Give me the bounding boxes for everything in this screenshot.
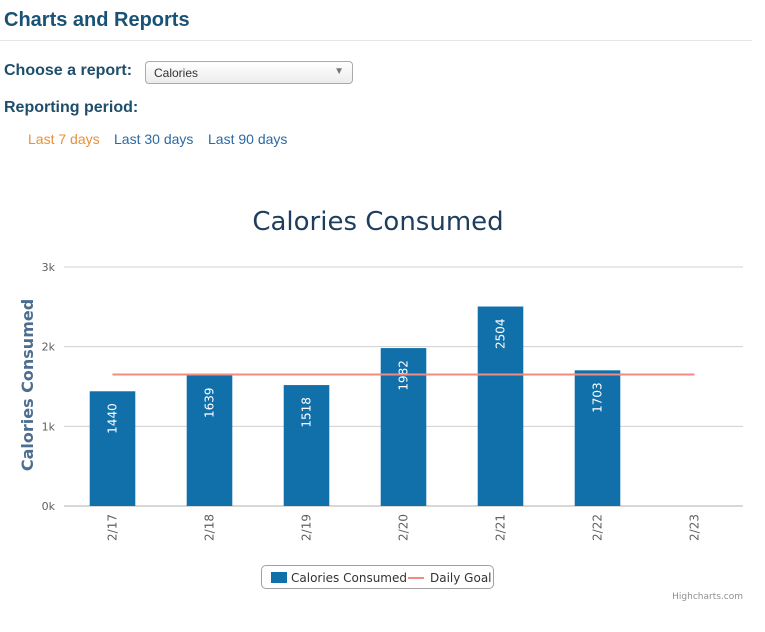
x-tick-label: 2/22 [591, 514, 605, 541]
bar-2-19[interactable] [283, 385, 330, 506]
report-select[interactable]: Calories ▼ [145, 61, 353, 84]
y-tick-label: 0k [42, 500, 56, 513]
y-tick-label: 1k [42, 420, 56, 433]
legend-item-calories[interactable]: Calories Consumed [291, 571, 407, 585]
bar-value-label: 1639 [203, 387, 217, 418]
report-select-value: Calories [154, 66, 199, 80]
y-axis-label: Calories Consumed [18, 299, 37, 471]
x-tick-label: 2/17 [106, 514, 120, 541]
credits-link[interactable]: Highcharts.com [672, 592, 743, 602]
page-title: Charts and Reports [4, 9, 190, 31]
period-link-7-days[interactable]: Last 7 days [28, 131, 100, 147]
chart-title: Calories Consumed [252, 207, 503, 237]
bar-value-label: 1703 [591, 382, 605, 413]
bar-value-label: 1518 [300, 397, 314, 428]
x-tick-label: 2/23 [688, 514, 702, 541]
bar-value-label: 1440 [106, 403, 120, 434]
period-label: Reporting period: [4, 99, 139, 116]
bar-2-21[interactable] [477, 306, 524, 506]
bar-value-label: 2504 [494, 319, 508, 350]
legend-bar-swatch [271, 572, 287, 583]
bar-2-22[interactable] [574, 370, 621, 506]
y-tick-label: 2k [42, 341, 56, 354]
calories-chart: Calories Consumed Calories Consumed 0k 1k… [18, 207, 743, 541]
chart-legend: Calories Consumed Daily Goal [261, 565, 494, 589]
y-tick-label: 3k [42, 261, 56, 274]
chevron-down-icon: ▼ [334, 66, 344, 77]
x-tick-label: 2/18 [203, 514, 217, 541]
report-label: Choose a report: [4, 62, 133, 79]
x-tick-label: 2/21 [494, 514, 508, 541]
legend-item-daily-goal[interactable]: Daily Goal [430, 571, 492, 585]
period-link-90-days[interactable]: Last 90 days [208, 131, 288, 147]
x-tick-label: 2/19 [300, 514, 314, 541]
bar-2-17[interactable] [89, 391, 136, 506]
legend-line-swatch [408, 577, 424, 579]
x-tick-label: 2/20 [397, 514, 411, 541]
header-divider [0, 40, 752, 41]
period-link-30-days[interactable]: Last 30 days [114, 131, 194, 147]
bar-2-18[interactable] [186, 375, 233, 506]
